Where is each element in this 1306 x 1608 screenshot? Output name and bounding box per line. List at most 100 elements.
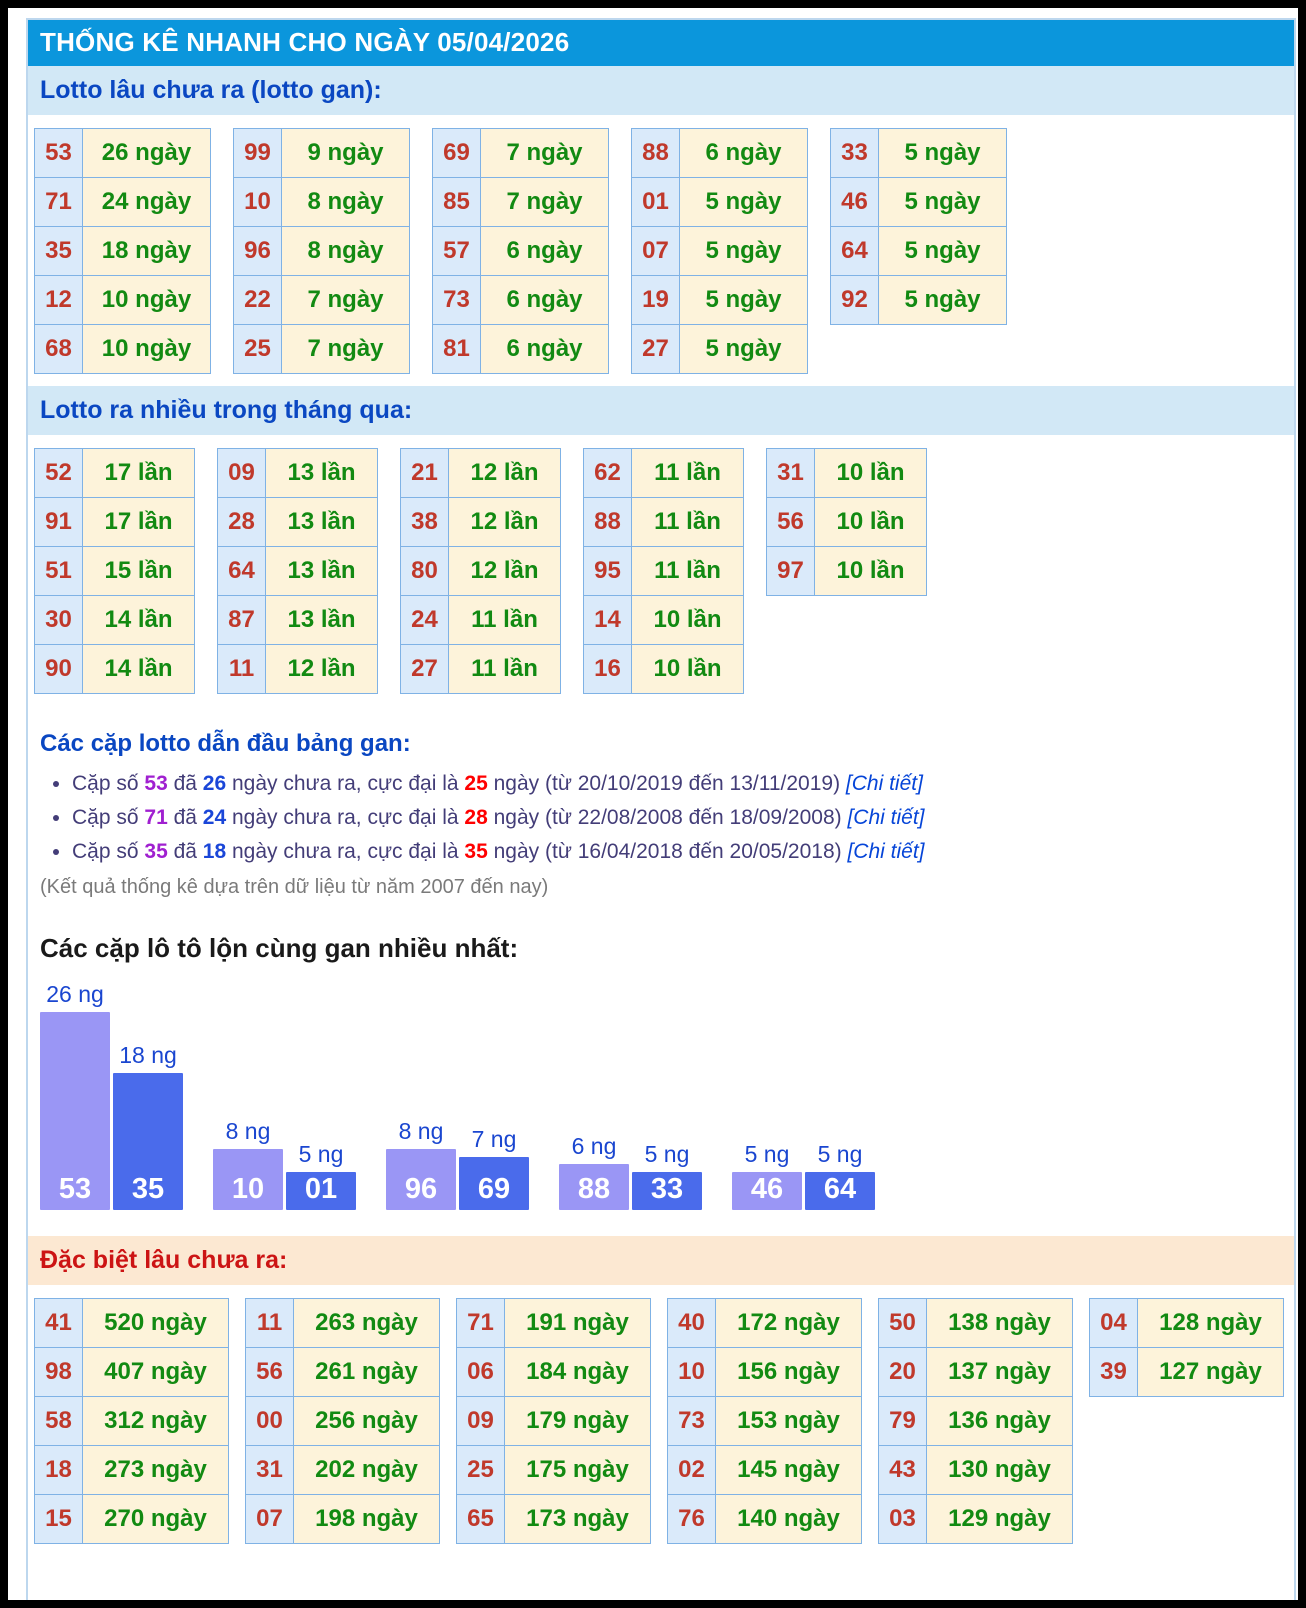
pair-prefix: Cặp số bbox=[72, 840, 139, 863]
lon-pairs-bar-chart: 26 ng 53 18 ng 35 8 ng 10 5 ng 01 8 ng 96 7 ng 69 6 … bbox=[28, 978, 1294, 1214]
lotto-stat-cell: 156 ngày bbox=[715, 1347, 862, 1397]
lotto-stat-cell: 11 lần bbox=[448, 595, 561, 645]
table-row: 64 13 lần bbox=[217, 546, 378, 596]
lotto-stat-cell: 6 ngày bbox=[679, 128, 808, 178]
lotto-number-cell: 06 bbox=[456, 1347, 505, 1397]
chart-bar: 5 ng 64 bbox=[805, 1141, 875, 1210]
lotto-number-cell: 27 bbox=[400, 644, 449, 694]
lotto-number-cell: 64 bbox=[830, 226, 879, 276]
lotto-number-cell: 38 bbox=[400, 497, 449, 547]
lotto-number-cell: 57 bbox=[432, 226, 481, 276]
lotto-number-cell: 12 bbox=[34, 275, 83, 325]
lotto-number-cell: 58 bbox=[34, 1396, 83, 1446]
lotto-gan-tables: 53 26 ngày 71 24 ngày 35 18 ngày 12 10 ngày 68 10… bbox=[28, 115, 1294, 386]
table-row: 88 6 ngày bbox=[631, 128, 808, 178]
lotto-stat-cell: 202 ngày bbox=[293, 1445, 440, 1495]
lotto-stat-cell: 175 ngày bbox=[504, 1445, 651, 1495]
stat-table: 52 17 lần 91 17 lần 51 15 lần 30 14 lần 90 14 lần bbox=[34, 448, 195, 694]
table-row: 07 198 ngày bbox=[245, 1494, 440, 1544]
table-row: 95 11 lần bbox=[583, 546, 744, 596]
lotto-number-cell: 20 bbox=[878, 1347, 927, 1397]
table-row: 27 5 ngày bbox=[631, 324, 808, 374]
pair-mid: ngày chưa ra, cực đại là bbox=[232, 840, 459, 863]
lotto-stat-cell: 5 ngày bbox=[679, 275, 808, 325]
table-row: 01 5 ngày bbox=[631, 177, 808, 227]
lotto-number-cell: 91 bbox=[34, 497, 83, 547]
table-row: 31 10 lần bbox=[766, 448, 927, 498]
detail-link[interactable]: [Chi tiết] bbox=[847, 840, 925, 863]
section-heading-lotto-month: Lotto ra nhiều trong tháng qua: bbox=[28, 386, 1294, 435]
table-row: 21 12 lần bbox=[400, 448, 561, 498]
bar-category-label: 64 bbox=[823, 1173, 857, 1205]
lotto-stat-cell: 273 ngày bbox=[82, 1445, 229, 1495]
lotto-number-cell: 11 bbox=[217, 644, 266, 694]
lotto-stat-cell: 5 ngày bbox=[679, 226, 808, 276]
bar-category-label: 96 bbox=[404, 1173, 438, 1205]
lotto-number-cell: 79 bbox=[878, 1396, 927, 1446]
pair-unit: ngày bbox=[493, 840, 540, 863]
lotto-stat-cell: 12 lần bbox=[448, 448, 561, 498]
chart-bar: 5 ng 01 bbox=[286, 1141, 356, 1210]
lotto-number-cell: 56 bbox=[245, 1347, 294, 1397]
bar-value-label: 5 ng bbox=[298, 1141, 344, 1167]
table-row: 06 184 ngày bbox=[456, 1347, 651, 1397]
lotto-number-cell: 64 bbox=[217, 546, 266, 596]
bar-rect: 46 bbox=[732, 1172, 802, 1210]
lotto-month-tables: 52 17 lần 91 17 lần 51 15 lần 30 14 lần 90 14 lần… bbox=[28, 435, 1294, 706]
bar-value-label: 5 ng bbox=[817, 1141, 863, 1167]
pair-unit: ngày bbox=[493, 806, 540, 829]
gan-pairs-list: Cặp số 53 đã 26 ngày chưa ra, cực đại là… bbox=[40, 768, 1282, 868]
table-row: 35 18 ngày bbox=[34, 226, 211, 276]
lotto-number-cell: 30 bbox=[34, 595, 83, 645]
page-background: THỐNG KÊ NHANH CHO NGÀY 05/04/2026 Lotto… bbox=[8, 8, 1298, 1600]
lotto-stat-cell: 128 ngày bbox=[1137, 1298, 1284, 1348]
stat-table: 88 6 ngày 01 5 ngày 07 5 ngày 19 5 ngày 27 5 ngày bbox=[631, 128, 808, 374]
detail-link[interactable]: [Chi tiết] bbox=[847, 806, 925, 829]
bar-value-label: 26 ng bbox=[46, 981, 104, 1007]
pair-max: 25 bbox=[464, 772, 488, 795]
table-row: 04 128 ngày bbox=[1089, 1298, 1284, 1348]
lotto-stat-cell: 13 lần bbox=[265, 595, 378, 645]
lotto-number-cell: 15 bbox=[34, 1494, 83, 1544]
stat-table: 09 13 lần 28 13 lần 64 13 lần 87 13 lần 11 12 lần bbox=[217, 448, 378, 694]
bar-rect: 96 bbox=[386, 1149, 456, 1210]
lotto-stat-cell: 10 lần bbox=[814, 546, 927, 596]
pair-number: 71 bbox=[144, 806, 168, 829]
table-row: 56 10 lần bbox=[766, 497, 927, 547]
table-row: 98 407 ngày bbox=[34, 1347, 229, 1397]
table-row: 10 156 ngày bbox=[667, 1347, 862, 1397]
lotto-stat-cell: 15 lần bbox=[82, 546, 195, 596]
lotto-number-cell: 80 bbox=[400, 546, 449, 596]
table-row: 39 127 ngày bbox=[1089, 1347, 1284, 1397]
bar-category-label: 88 bbox=[577, 1173, 611, 1205]
chart-bar: 5 ng 46 bbox=[732, 1141, 802, 1210]
chart-bar: 18 ng 35 bbox=[113, 1042, 183, 1210]
dac-biet-tables: 41 520 ngày 98 407 ngày 58 312 ngày 18 273 ngày… bbox=[28, 1285, 1294, 1556]
lotto-stat-cell: 270 ngày bbox=[82, 1494, 229, 1544]
lotto-number-cell: 88 bbox=[631, 128, 680, 178]
lotto-stat-cell: 130 ngày bbox=[926, 1445, 1073, 1495]
lotto-number-cell: 00 bbox=[245, 1396, 294, 1446]
lotto-number-cell: 71 bbox=[456, 1298, 505, 1348]
lotto-stat-cell: 26 ngày bbox=[82, 128, 211, 178]
table-row: 81 6 ngày bbox=[432, 324, 609, 374]
lotto-stat-cell: 18 ngày bbox=[82, 226, 211, 276]
lotto-stat-cell: 17 lần bbox=[82, 497, 195, 547]
table-row: 33 5 ngày bbox=[830, 128, 1007, 178]
lotto-stat-cell: 12 lần bbox=[265, 644, 378, 694]
table-row: 16 10 lần bbox=[583, 644, 744, 694]
table-row: 69 7 ngày bbox=[432, 128, 609, 178]
lotto-stat-cell: 7 ngày bbox=[281, 324, 410, 374]
stat-table: 99 9 ngày 10 8 ngày 96 8 ngày 22 7 ngày 25 7 ngày bbox=[233, 128, 410, 374]
detail-link[interactable]: [Chi tiết] bbox=[845, 772, 923, 795]
table-row: 46 5 ngày bbox=[830, 177, 1007, 227]
table-row: 27 11 lần bbox=[400, 644, 561, 694]
lotto-number-cell: 11 bbox=[245, 1298, 294, 1348]
pair-max: 28 bbox=[464, 806, 488, 829]
lotto-stat-cell: 179 ngày bbox=[504, 1396, 651, 1446]
bar-rect: 33 bbox=[632, 1172, 702, 1210]
lotto-number-cell: 18 bbox=[34, 1445, 83, 1495]
lotto-number-cell: 39 bbox=[1089, 1347, 1138, 1397]
lotto-number-cell: 40 bbox=[667, 1298, 716, 1348]
lotto-number-cell: 43 bbox=[878, 1445, 927, 1495]
